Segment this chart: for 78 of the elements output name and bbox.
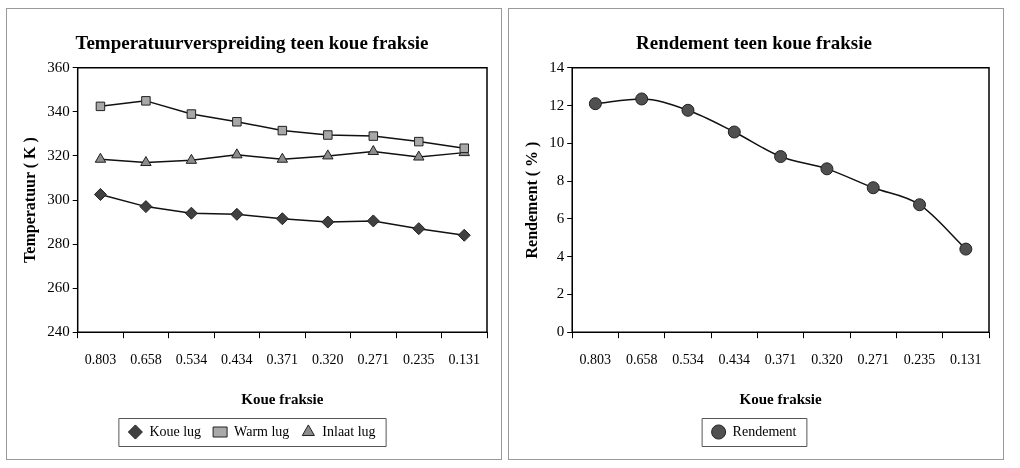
point xyxy=(412,222,426,236)
y-tick-label: 2 xyxy=(556,285,565,302)
x-tick-label: 0.271 xyxy=(857,352,889,368)
x-tick-label: 0.271 xyxy=(357,352,390,368)
point xyxy=(413,150,425,161)
point xyxy=(232,117,242,127)
y-axis-title: Temperatuur ( K ) xyxy=(20,137,39,263)
point xyxy=(322,149,334,160)
x-tick-label: 0.320 xyxy=(312,352,344,368)
point xyxy=(367,145,379,156)
chart-title: Temperatuurverspreiding teen koue fraksie xyxy=(75,32,429,54)
x-tick-label: 0.235 xyxy=(403,352,435,368)
point xyxy=(184,206,198,220)
y-tick-label: 300 xyxy=(47,190,70,207)
x-tick-label: 0.434 xyxy=(221,352,253,368)
point xyxy=(141,96,151,106)
x-tick-label: 0.658 xyxy=(625,352,658,368)
x-tick-label: 0.434 xyxy=(718,352,751,368)
point xyxy=(94,152,107,163)
point xyxy=(959,242,973,256)
x-axis-title: Koue fraksie xyxy=(739,390,822,407)
point xyxy=(866,181,880,195)
point xyxy=(366,214,380,228)
y-tick-label: 0 xyxy=(556,323,565,340)
legend-label: Koue lug xyxy=(149,423,202,439)
point xyxy=(139,200,153,214)
point xyxy=(230,207,244,221)
x-tick-label: 0.534 xyxy=(672,352,704,368)
point xyxy=(186,109,197,119)
legend-label: Rendement xyxy=(732,423,797,439)
point xyxy=(276,152,289,163)
y-tick-label: 8 xyxy=(556,172,565,189)
point xyxy=(323,130,333,140)
x-tick-label: 0.803 xyxy=(579,352,612,368)
y-tick-label: 6 xyxy=(556,209,565,226)
y-tick-label: 14 xyxy=(549,58,565,75)
legend-label: Warm lug xyxy=(234,423,290,439)
x-axis-title: Koue fraksie xyxy=(241,390,324,407)
y-axis-title: Rendement ( % ) xyxy=(522,141,541,259)
x-tick-label: 0.803 xyxy=(84,352,117,368)
x-tick-label: 0.371 xyxy=(266,352,299,368)
x-tick-label: 0.658 xyxy=(130,352,162,368)
point xyxy=(414,136,424,147)
point xyxy=(774,150,788,164)
point xyxy=(185,153,198,164)
point xyxy=(275,212,289,226)
point xyxy=(231,148,243,159)
point xyxy=(457,228,471,242)
x-tick-label: 0.131 xyxy=(448,352,481,368)
y-tick-label: 340 xyxy=(47,102,70,119)
point xyxy=(588,97,602,111)
y-tick-label: 360 xyxy=(47,58,70,75)
y-tick-label: 320 xyxy=(47,146,70,163)
point xyxy=(277,125,288,136)
y-tick-label: 240 xyxy=(47,323,70,340)
y-tick-label: 10 xyxy=(549,134,565,151)
point xyxy=(95,101,106,112)
point xyxy=(93,187,107,201)
point xyxy=(727,125,741,139)
legend-label: Inlaat lug xyxy=(322,423,376,439)
point xyxy=(635,92,649,106)
y-tick-label: 12 xyxy=(549,96,565,113)
x-tick-label: 0.131 xyxy=(950,352,982,368)
point xyxy=(368,131,379,141)
x-tick-label: 0.371 xyxy=(764,352,797,368)
y-tick-label: 4 xyxy=(556,247,565,264)
point xyxy=(321,215,335,229)
point xyxy=(459,143,469,153)
x-tick-label: 0.235 xyxy=(903,352,936,368)
point xyxy=(681,103,695,117)
x-tick-label: 0.320 xyxy=(811,352,843,368)
chart-title: Rendement teen koue fraksie xyxy=(636,32,872,54)
point xyxy=(140,156,152,167)
y-tick-label: 280 xyxy=(47,235,70,251)
x-tick-label: 0.534 xyxy=(175,352,208,368)
point xyxy=(820,162,834,176)
y-tick-label: 260 xyxy=(47,279,70,296)
point xyxy=(913,198,927,212)
